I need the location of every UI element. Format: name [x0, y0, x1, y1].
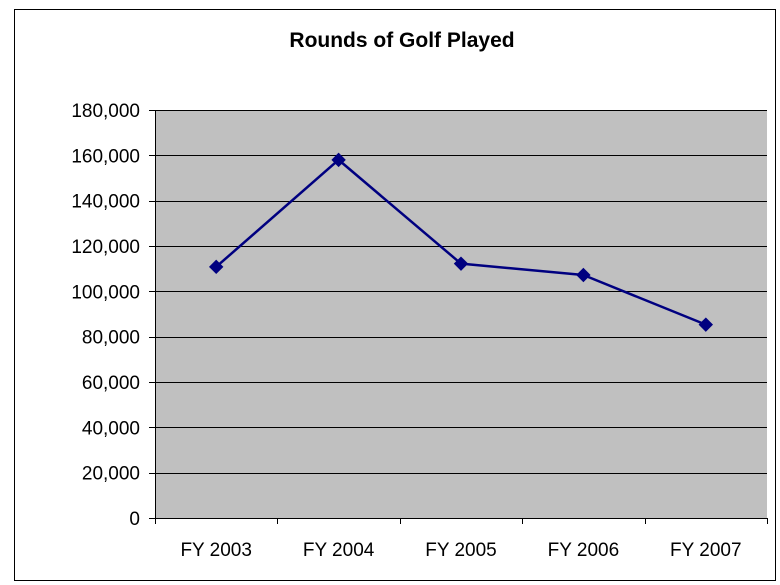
y-tick-label: 180,000: [71, 101, 140, 122]
chart-title: Rounds of Golf Played: [289, 29, 514, 52]
x-tick-label: FY 2005: [425, 540, 496, 561]
x-tick-label: FY 2003: [180, 540, 251, 561]
data-point-marker: [698, 317, 714, 332]
x-tick-label: FY 2004: [303, 540, 375, 561]
gridlines: [155, 110, 767, 474]
x-tick-label: FY 2006: [548, 540, 619, 561]
y-axis-tick-labels: 0 20,000 40,000 60,000 80,000 100,000 120,000 1…: [71, 101, 140, 530]
y-tick-label: 60,000: [82, 373, 140, 394]
y-tick-label: 160,000: [71, 146, 140, 167]
axes: [149, 110, 768, 524]
y-tick-label: 120,000: [71, 237, 140, 258]
plot-area: [155, 110, 767, 518]
data-point-marker: [208, 259, 224, 275]
x-tick-label: FY 2007: [670, 540, 741, 561]
y-tick-label: 20,000: [82, 464, 140, 485]
series-rounds: [208, 152, 714, 332]
y-tick-label: 0: [129, 509, 140, 530]
y-tick-label: 100,000: [71, 282, 140, 303]
x-axis-tick-labels: FY 2003 FY 2004 FY 2005 FY 2006 FY 2007: [180, 540, 741, 561]
y-tick-label: 40,000: [82, 418, 140, 439]
data-point-marker: [576, 267, 591, 283]
data-point-marker: [453, 256, 469, 271]
y-tick-label: 80,000: [82, 328, 140, 349]
data-point-marker: [331, 152, 346, 168]
y-tick-label: 140,000: [71, 192, 140, 213]
